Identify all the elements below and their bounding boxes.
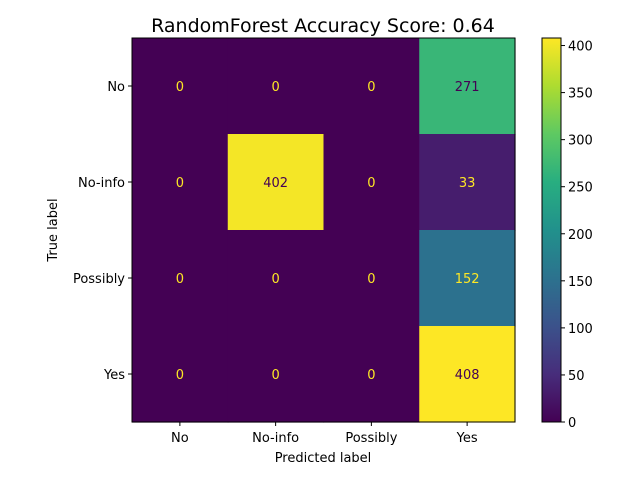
colorbar-tick-label: 0 [568, 416, 576, 431]
matrix-cell [419, 326, 516, 423]
matrix-cell [132, 230, 229, 327]
colorbar-tick-label: 200 [568, 228, 593, 243]
y-tick-label: No [107, 80, 125, 95]
matrix-cell [132, 134, 229, 231]
matrix-cell [227, 134, 325, 231]
matrix-cell-value: 0 [367, 368, 375, 383]
matrix-cell [323, 38, 420, 135]
matrix-cell-labels: 0 0 0 271 0 402 0 33 0 0 0 152 0 0 0 408 [176, 80, 480, 383]
y-tick-label: No-info [78, 176, 125, 191]
matrix-cell [323, 134, 420, 231]
chart-title: RandomForest Accuracy Score: 0.64 [151, 15, 495, 37]
matrix-cell-value: 0 [367, 272, 375, 287]
matrix-cell [323, 326, 420, 423]
matrix-cell-value: 402 [263, 176, 288, 191]
matrix-cell-value: 33 [459, 176, 476, 191]
matrix-cell [323, 230, 420, 327]
matrix-cell-value: 271 [455, 80, 480, 95]
colorbar-tick-label: 100 [568, 322, 593, 337]
x-axis-label: Predicted label [275, 451, 372, 466]
y-tick-label: Yes [103, 368, 125, 383]
matrix-cell [419, 230, 516, 327]
matrix-cell [227, 38, 325, 135]
matrix-cell-value: 0 [367, 80, 375, 95]
matrix-cell [227, 230, 325, 327]
matrix-cells [132, 38, 516, 423]
matrix-cell-value: 408 [455, 368, 480, 383]
matrix-cell [132, 38, 229, 135]
colorbar [541, 37, 562, 423]
y-tick-label: Possibly [73, 272, 125, 287]
matrix-cell-value: 0 [176, 176, 184, 191]
matrix-cell-value: 0 [176, 80, 184, 95]
y-axis-label: True label [46, 198, 61, 262]
matrix-cell-value: 152 [455, 272, 480, 287]
colorbar-tick-label: 350 [568, 87, 593, 102]
y-axis-ticks: No No-info Possibly Yes [73, 80, 132, 383]
colorbar-tick-label: 150 [568, 275, 593, 290]
matrix-cell-value: 0 [176, 272, 184, 287]
matrix-cell-value: 0 [271, 80, 279, 95]
matrix-cell [419, 134, 516, 231]
matrix-cell-value: 0 [367, 176, 375, 191]
colorbar-tick-label: 300 [568, 134, 593, 149]
matrix-cell [227, 326, 325, 423]
matrix-cell-value: 0 [176, 368, 184, 383]
matrix-frame [131, 37, 516, 423]
x-tick-label: Possibly [345, 431, 397, 446]
matrix-cell-value: 0 [271, 272, 279, 287]
x-tick-label: No [171, 431, 189, 446]
x-tick-label: Yes [456, 431, 478, 446]
colorbar-tick-label: 400 [568, 40, 593, 55]
x-axis-ticks: No No-info Possibly Yes [171, 422, 478, 446]
matrix-cell [132, 326, 229, 423]
matrix-cell-value: 0 [271, 368, 279, 383]
x-tick-label: No-info [252, 431, 299, 446]
colorbar-tick-label: 250 [568, 181, 593, 196]
matrix-cell [419, 38, 516, 135]
colorbar-tick-label: 50 [568, 369, 585, 384]
colorbar-ticks: 0 50 100 150 200 250 300 350 400 [561, 40, 593, 431]
